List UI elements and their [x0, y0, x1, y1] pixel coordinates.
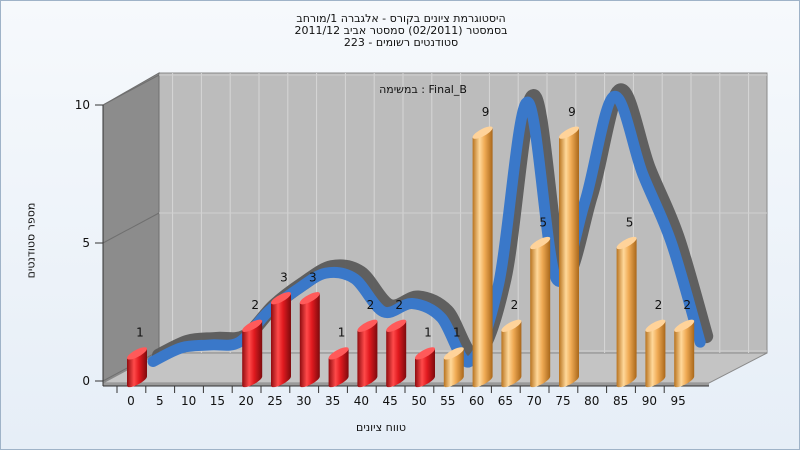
bar	[299, 292, 320, 388]
bar-cap	[443, 347, 464, 360]
bar-body	[616, 238, 637, 388]
x-tick-label: 35	[325, 394, 340, 408]
data-label: 2	[511, 298, 519, 312]
bar	[472, 126, 493, 388]
bar	[328, 347, 349, 388]
x-axis-label: טווח ציונים	[356, 421, 406, 434]
axes	[95, 104, 709, 393]
bar-body	[559, 127, 579, 388]
data-label: 9	[568, 105, 576, 119]
chart-title-line-2: בסמסטר (02/2011) סמסטר אביב 2011/12	[294, 24, 508, 37]
bar-cap	[242, 319, 263, 332]
data-label: 1	[424, 326, 432, 340]
x-tick-label: 80	[584, 394, 599, 408]
x-tick-label: 30	[296, 394, 311, 408]
data-labels: 1 2 3 3 1 2 2 1 1 9 2 5 9 5 2 2	[136, 105, 691, 340]
y-tick-label: 5	[82, 236, 90, 250]
bar-cap	[271, 292, 291, 305]
plot-label: במשימה : Final_B	[379, 83, 467, 96]
data-label: 3	[280, 271, 288, 285]
bar-cap	[472, 126, 493, 139]
chart-title-line-3: סטודנטים רשומים - 223	[343, 36, 459, 49]
bar	[271, 292, 291, 388]
x-tick-label: 95	[671, 394, 686, 408]
x-tick-label: 75	[555, 394, 570, 408]
bar-cap	[616, 236, 637, 250]
side-gridline	[102, 74, 160, 106]
bar-body	[501, 321, 522, 388]
x-tick-label: 0	[127, 394, 135, 408]
x-tick-label: 10	[181, 394, 196, 408]
bar	[127, 347, 147, 388]
bar-body	[357, 321, 378, 388]
bar-body	[242, 321, 263, 388]
bar	[616, 236, 637, 388]
bar-cap	[299, 292, 320, 305]
bar-cap	[127, 347, 147, 360]
bar-body	[299, 293, 320, 388]
bar	[530, 236, 551, 388]
x-tick-label: 55	[440, 394, 455, 408]
bar-cap	[357, 319, 378, 332]
bar	[242, 319, 263, 388]
bar-cap	[328, 347, 349, 360]
y-tick-label: 10	[75, 98, 90, 112]
x-tick-label: 65	[498, 394, 513, 408]
bar-cap	[674, 319, 695, 332]
bar	[443, 347, 464, 388]
data-label: 1	[136, 326, 144, 340]
bar	[501, 319, 522, 388]
bar-cap	[386, 319, 407, 332]
bar	[386, 319, 407, 388]
x-tick-label: 40	[354, 394, 369, 408]
x-tick-label: 50	[411, 394, 426, 408]
data-label: 2	[251, 298, 259, 312]
bar-cap	[530, 236, 551, 250]
x-tick-label: 70	[527, 394, 542, 408]
bar-cap	[501, 319, 522, 332]
data-label: 2	[683, 298, 691, 312]
x-tick-label: 15	[210, 394, 225, 408]
x-tick-label: 45	[383, 394, 398, 408]
data-label: 2	[367, 298, 375, 312]
x-tick-label: 25	[267, 394, 282, 408]
data-label: 2	[655, 298, 663, 312]
bar	[559, 126, 579, 388]
bar	[357, 319, 378, 388]
y-tick-label: 0	[82, 374, 90, 388]
bar	[645, 319, 666, 388]
bar-body	[530, 238, 551, 388]
bar-cap	[415, 347, 435, 360]
bar	[415, 347, 435, 388]
x-tick-label: 85	[613, 394, 628, 408]
bar-cap	[645, 319, 666, 332]
data-label: 5	[539, 215, 547, 229]
x-tick-label: 60	[469, 394, 484, 408]
bar-body	[674, 321, 695, 388]
data-label: 5	[626, 215, 634, 229]
data-label: 3	[309, 271, 317, 285]
data-label: 9	[482, 105, 490, 119]
x-tick-label: 90	[642, 394, 657, 408]
bar-body	[645, 321, 666, 388]
side-gridline	[102, 212, 160, 244]
data-label: 1	[453, 326, 461, 340]
x-tick-label: 5	[156, 394, 164, 408]
x-tick-label: 20	[239, 394, 254, 408]
y-axis-label: מספר סטודנטים	[24, 202, 38, 279]
data-label: 1	[338, 326, 346, 340]
bar-body	[472, 127, 493, 388]
bar-body	[386, 321, 407, 388]
data-label: 2	[395, 298, 403, 312]
chart-title-line-1: היסטוגרמת ציונים בקורס - אלגברה 1/מורחב	[296, 12, 506, 25]
bar-cap	[559, 126, 579, 139]
bars-series	[127, 126, 695, 388]
bar-body	[271, 293, 291, 388]
bar	[674, 319, 695, 388]
